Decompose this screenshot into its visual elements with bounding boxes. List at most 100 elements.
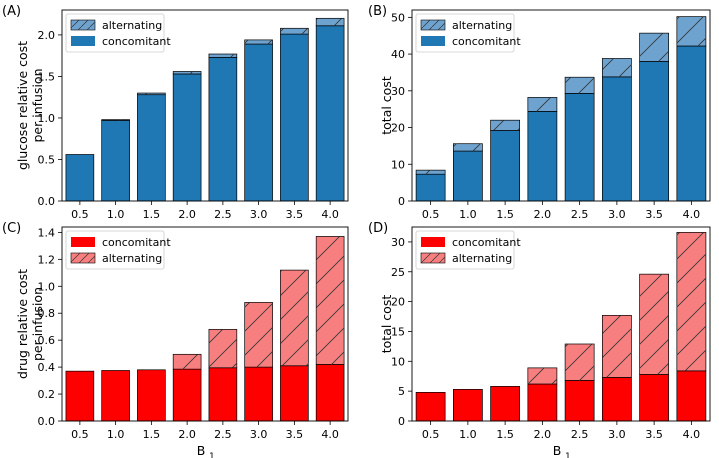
legend-label-alternating: alternating — [452, 252, 512, 265]
legend-label-concomitant: concomitant — [102, 236, 171, 249]
x-axis-label: B — [553, 443, 562, 458]
bar-concomitant — [601, 377, 632, 422]
x-tick-label: 3.5 — [286, 428, 304, 441]
panel-label: (B) — [368, 4, 387, 19]
y-axis-label: total cost — [379, 76, 394, 135]
bar-concomitant — [564, 93, 595, 202]
panel-b: 0 10 20 30 40 50 0.5 1.0 1.5 2.0 2.5 3.0 3.5 4.0 total… — [368, 4, 711, 221]
bar-concomitant — [415, 391, 446, 422]
bar-alternating-hatch — [639, 274, 669, 375]
y-axis-label: drug relative cost — [15, 269, 30, 379]
y-tick-label: 20 — [391, 296, 405, 309]
bar-alternating-hatch — [676, 232, 706, 371]
x-tick-label: 2.0 — [178, 208, 196, 221]
bar-concomitant — [490, 386, 521, 422]
y-tick-label: 10 — [391, 355, 405, 368]
bar-alternating-hatch — [280, 270, 309, 366]
x-axis-label: B — [197, 443, 206, 458]
x-tick-label: 1.0 — [459, 428, 477, 441]
bar-concomitant — [65, 154, 95, 202]
bar-concomitant — [639, 374, 670, 422]
y-axis-label: glucose relative cost — [15, 41, 30, 170]
bar-concomitant — [244, 43, 273, 202]
bar-alternating-hatch — [173, 71, 202, 74]
legend-label-concomitant: concomitant — [452, 35, 521, 48]
x-tick-label: 3.0 — [250, 208, 268, 221]
y-tick-label: 20 — [391, 122, 405, 135]
legend-swatch-hatch — [71, 20, 95, 30]
bar-alternating-hatch — [676, 16, 706, 46]
legend-label-alternating: alternating — [102, 19, 162, 32]
bar-concomitant — [172, 368, 202, 422]
bar-alternating-hatch — [602, 315, 632, 378]
legend-swatch-concomitant — [71, 36, 95, 46]
y-axis-label: per infusion — [30, 287, 45, 361]
bar-concomitant — [452, 150, 483, 202]
y-tick-label: 40 — [391, 48, 405, 61]
legend-swatch-hatch — [71, 253, 95, 263]
x-tick-label: 2.5 — [214, 428, 232, 441]
bar-concomitant — [137, 369, 166, 422]
legend-label-concomitant: concomitant — [102, 35, 171, 48]
bar-alternating-hatch — [316, 18, 345, 26]
axes-frame — [411, 226, 711, 422]
x-tick-label: 0.5 — [71, 208, 89, 221]
x-tick-label: 3.0 — [250, 428, 268, 441]
bar-concomitant — [676, 45, 707, 202]
legend-swatch-concomitant — [421, 36, 445, 46]
panel-label: (A) — [2, 4, 21, 19]
bar-alternating-hatch — [565, 343, 595, 381]
bar-concomitant — [315, 25, 345, 202]
x-tick-label: 1.0 — [107, 208, 125, 221]
x-tick-label: 4.0 — [683, 428, 701, 441]
bar-alternating-hatch — [602, 58, 632, 77]
x-axis-label-subscript: 1 — [565, 452, 571, 458]
bar-concomitant — [244, 366, 273, 422]
y-tick-label: 0.4 — [38, 361, 56, 374]
bar-concomitant — [601, 76, 632, 202]
y-tick-label: 0 — [398, 415, 405, 428]
y-axis-label: total cost — [379, 295, 394, 354]
y-tick-label: 1.5 — [38, 70, 56, 83]
panel-c: 0.0 0.2 0.4 0.6 0.8 1.0 1.2 1.4 0.5 1.0 1.5 2.0 2.5 3… — [2, 221, 349, 458]
y-tick-label: 2.0 — [38, 29, 56, 42]
x-tick-label: 3.5 — [645, 208, 663, 221]
bar-alternating-hatch — [565, 77, 595, 94]
y-tick-label: 10 — [391, 158, 405, 171]
y-tick-label: 1.0 — [38, 280, 56, 293]
bar-alternating-hatch — [208, 329, 237, 368]
bar-alternating-hatch — [173, 354, 202, 370]
bar-alternating-hatch — [244, 302, 273, 368]
x-tick-label: 4.0 — [683, 208, 701, 221]
legend-label-concomitant: concomitant — [452, 236, 521, 249]
x-axis-label-subscript: 1 — [209, 452, 215, 458]
bar-concomitant — [172, 73, 202, 202]
y-tick-label: 0.5 — [38, 153, 56, 166]
legend-label-alternating: alternating — [452, 19, 512, 32]
bar-alternating-hatch — [639, 33, 669, 62]
bar-concomitant — [137, 94, 166, 202]
x-tick-label: 3.0 — [608, 428, 626, 441]
x-tick-label: 1.5 — [496, 428, 514, 441]
y-tick-label: 0.0 — [38, 415, 56, 428]
x-tick-label: 2.0 — [178, 428, 196, 441]
bar-concomitant — [208, 367, 238, 422]
bar-alternating-hatch — [527, 367, 557, 384]
bar-concomitant — [280, 33, 309, 202]
x-tick-label: 1.0 — [459, 208, 477, 221]
bar-alternating-hatch — [280, 28, 309, 35]
bar-concomitant — [415, 173, 446, 202]
bar-concomitant — [490, 130, 521, 202]
bar-alternating-hatch — [527, 97, 557, 112]
bar-concomitant — [101, 370, 130, 422]
x-tick-label: 1.0 — [107, 428, 125, 441]
bar-alternating-hatch — [453, 143, 483, 152]
axes-frame — [61, 9, 349, 202]
x-tick-label: 2.0 — [534, 208, 552, 221]
y-tick-label: 1.0 — [38, 112, 56, 125]
legend-swatch-concomitant — [421, 237, 445, 247]
bar-concomitant — [676, 370, 707, 422]
panel-d: 0 5 10 15 20 25 30 0.5 1.0 1.5 2.0 2.5 3.0 3.5 4.0 tota… — [368, 221, 711, 458]
x-tick-label: 2.5 — [571, 208, 589, 221]
bar-alternating-hatch — [490, 120, 520, 131]
